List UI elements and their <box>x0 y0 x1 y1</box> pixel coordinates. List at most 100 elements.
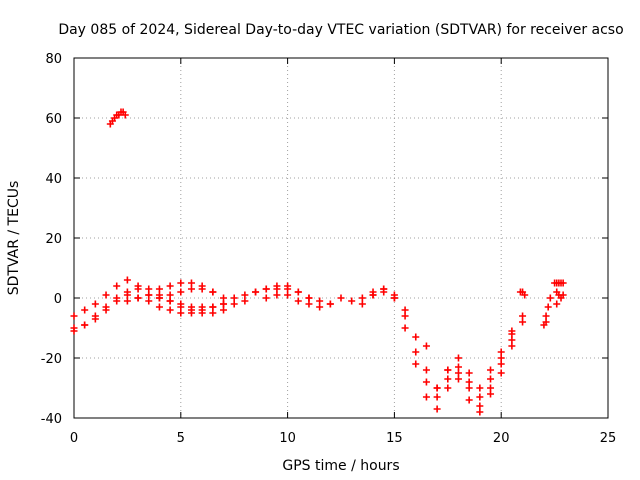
y-axis-label: SDTVAR / TECUs <box>6 181 22 296</box>
data-point <box>187 285 195 293</box>
data-point <box>401 324 409 332</box>
x-axis-label: GPS time / hours <box>282 458 399 474</box>
data-point <box>166 306 174 314</box>
data-point <box>316 297 324 305</box>
data-point <box>166 297 174 305</box>
data-point <box>155 303 163 311</box>
data-point <box>91 300 99 308</box>
data-point <box>422 378 430 386</box>
x-tick-label: 15 <box>386 431 403 446</box>
grid <box>74 58 608 418</box>
data-point <box>102 291 110 299</box>
series-track-m <box>422 342 516 416</box>
data-point <box>145 291 153 299</box>
data-point <box>465 369 473 377</box>
data-point <box>337 294 345 302</box>
data-point <box>358 294 366 302</box>
data-point <box>294 297 302 305</box>
y-tick-label: 0 <box>54 292 62 307</box>
data-point <box>177 279 185 287</box>
data-point <box>134 285 142 293</box>
data-point <box>508 327 516 335</box>
data-point <box>487 390 495 398</box>
data-point <box>187 279 195 287</box>
x-tick-label: 10 <box>279 431 296 446</box>
data-point <box>546 294 554 302</box>
data-point <box>155 285 163 293</box>
x-tick-label: 5 <box>177 431 185 446</box>
data-point <box>454 354 462 362</box>
series-track-p <box>551 279 567 308</box>
data-point <box>177 303 185 311</box>
data-point <box>465 396 473 404</box>
series-track-e <box>155 285 228 302</box>
data-point <box>273 291 281 299</box>
data-point <box>444 375 452 383</box>
data-point <box>476 408 484 416</box>
y-tick-label: 60 <box>45 112 62 127</box>
data-point <box>123 291 131 299</box>
data-point <box>508 336 516 344</box>
data-point <box>519 312 527 320</box>
data-point <box>412 333 420 341</box>
data-point <box>487 366 495 374</box>
data-point <box>476 393 484 401</box>
data-point <box>401 312 409 320</box>
data-point <box>553 300 561 308</box>
series-track-k <box>358 285 516 401</box>
data-point <box>241 291 249 299</box>
data-point <box>81 321 89 329</box>
series-track-h <box>252 285 334 311</box>
data-point <box>187 309 195 317</box>
data-point <box>497 354 505 362</box>
data-point <box>123 276 131 284</box>
data-points <box>70 108 567 416</box>
data-point <box>390 294 398 302</box>
data-point <box>294 288 302 296</box>
data-point <box>121 111 129 119</box>
y-tick-label: -20 <box>41 352 62 367</box>
data-point <box>519 318 527 326</box>
data-point <box>252 288 260 296</box>
y-tick-label: -40 <box>41 412 62 427</box>
data-point <box>422 393 430 401</box>
data-point <box>166 291 174 299</box>
data-point <box>412 360 420 368</box>
x-tick-label: 20 <box>493 431 510 446</box>
data-point <box>316 303 324 311</box>
axis-ticks: 0 5 10 15 20 25 -40 -20 0 20 40 60 80 <box>41 52 617 446</box>
data-point <box>497 369 505 377</box>
data-point <box>559 291 567 299</box>
data-point <box>559 279 567 287</box>
data-point <box>113 282 121 290</box>
data-point <box>155 294 163 302</box>
data-point <box>220 306 228 314</box>
data-point <box>123 297 131 305</box>
data-point <box>422 342 430 350</box>
data-point <box>166 282 174 290</box>
series-track-f <box>106 108 129 128</box>
data-point <box>262 285 270 293</box>
data-point <box>487 384 495 392</box>
data-point <box>198 306 206 314</box>
data-point <box>487 375 495 383</box>
data-point <box>305 300 313 308</box>
data-point <box>284 285 292 293</box>
data-point <box>542 318 550 326</box>
y-tick-label: 80 <box>45 52 62 67</box>
data-point <box>465 378 473 386</box>
data-point <box>305 294 313 302</box>
data-point <box>454 375 462 383</box>
series-track-c <box>70 291 217 335</box>
data-point <box>70 327 78 335</box>
data-point <box>476 402 484 410</box>
x-tick-label: 25 <box>600 431 617 446</box>
data-point <box>145 297 153 305</box>
data-point <box>422 366 430 374</box>
data-point <box>497 348 505 356</box>
data-point <box>220 294 228 302</box>
data-point <box>358 300 366 308</box>
data-point <box>177 309 185 317</box>
data-point <box>401 306 409 314</box>
data-point <box>521 291 529 299</box>
